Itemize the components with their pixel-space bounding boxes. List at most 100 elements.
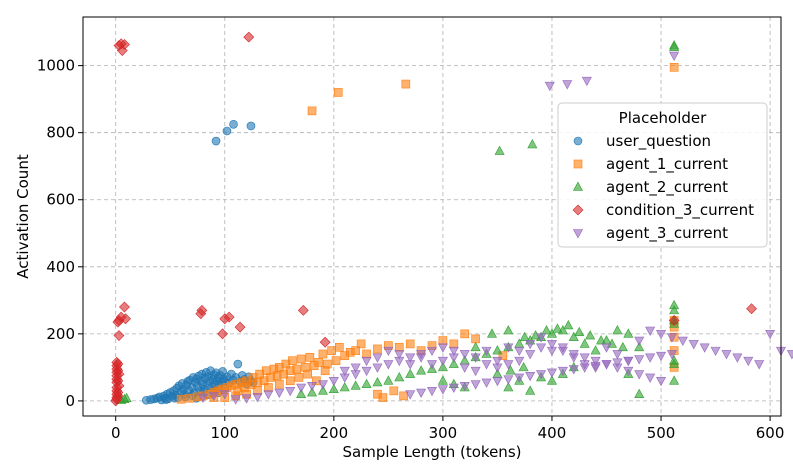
- data-point: [669, 51, 680, 61]
- data-point: [656, 351, 667, 362]
- data-point: [389, 386, 399, 396]
- data-point: [601, 360, 612, 370]
- series-user_question: [141, 119, 258, 405]
- data-point: [699, 343, 710, 353]
- data-point: [492, 363, 503, 373]
- data-point: [732, 353, 743, 363]
- x-tick-label: 400: [538, 424, 567, 442]
- data-point: [230, 395, 241, 405]
- data-point: [623, 328, 634, 338]
- data-point: [568, 365, 579, 375]
- data-point: [373, 344, 382, 354]
- data-point: [656, 376, 667, 387]
- data-point: [241, 394, 252, 404]
- data-point: [211, 136, 221, 146]
- data-point: [546, 340, 557, 350]
- data-point: [612, 325, 623, 335]
- data-point: [383, 360, 394, 370]
- data-point: [494, 145, 505, 155]
- data-point: [459, 382, 470, 392]
- data-point: [296, 354, 306, 364]
- data-point: [185, 393, 195, 403]
- data-point: [492, 376, 503, 387]
- data-point: [112, 390, 124, 402]
- data-point: [492, 345, 503, 355]
- data-point: [383, 346, 394, 357]
- x-tick-label: 100: [210, 424, 239, 442]
- data-point: [525, 385, 536, 395]
- data-point: [562, 80, 573, 90]
- y-tick-label: 400: [46, 258, 75, 276]
- legend-box: [557, 102, 768, 248]
- data-point: [285, 387, 296, 397]
- data-point: [176, 394, 186, 404]
- data-point: [372, 353, 383, 363]
- data-point: [669, 304, 680, 315]
- data-point: [121, 392, 132, 403]
- data-point: [361, 366, 372, 377]
- x-tick-label: 0: [111, 424, 121, 442]
- data-point: [721, 350, 732, 360]
- data-point: [113, 368, 125, 380]
- data-point: [307, 382, 318, 392]
- data-point: [401, 79, 411, 89]
- data-point: [765, 330, 776, 340]
- data-point: [383, 375, 394, 385]
- data-point: [318, 349, 328, 359]
- data-point: [536, 333, 547, 343]
- y-tick-label: 0: [65, 392, 75, 410]
- data-point: [405, 368, 416, 378]
- data-point: [438, 336, 448, 345]
- data-point: [669, 62, 679, 72]
- data-point: [503, 360, 514, 370]
- data-point: [263, 390, 274, 400]
- data-point: [319, 336, 331, 348]
- data-point: [525, 350, 536, 360]
- data-point: [449, 339, 459, 349]
- y-tick-label: 1000: [37, 57, 75, 75]
- data-point: [327, 346, 336, 355]
- data-point: [350, 363, 361, 373]
- data-point: [252, 393, 263, 403]
- data-point: [669, 299, 680, 310]
- data-point: [754, 360, 765, 370]
- data-point: [361, 356, 372, 367]
- data-point: [334, 342, 344, 352]
- data-point: [557, 366, 568, 377]
- data-point: [557, 346, 568, 357]
- data-point: [552, 323, 563, 333]
- data-point: [362, 349, 371, 359]
- data-point: [514, 346, 525, 357]
- data-point: [677, 336, 688, 346]
- data-point: [264, 383, 273, 392]
- data-point: [448, 383, 459, 393]
- legend-item: agent_1_current: [573, 155, 728, 174]
- data-point: [623, 356, 634, 367]
- data-point: [314, 358, 323, 367]
- legend-marker: [572, 204, 584, 216]
- data-point: [471, 334, 480, 344]
- data-point: [119, 301, 130, 313]
- data-point: [656, 330, 667, 340]
- data-point: [634, 370, 645, 380]
- data-point: [579, 338, 590, 348]
- x-tick-label: 200: [320, 424, 349, 442]
- x-axis-label: Sample Length (tokens): [343, 443, 522, 461]
- data-point: [518, 361, 529, 372]
- data-point: [645, 326, 656, 336]
- series-agent_2_current: [116, 40, 680, 405]
- data-point: [574, 326, 585, 336]
- data-point: [305, 353, 315, 362]
- data-point: [786, 350, 793, 360]
- data-point: [481, 360, 492, 370]
- data-point: [426, 387, 438, 397]
- data-point: [372, 363, 383, 373]
- data-point: [233, 359, 243, 369]
- data-point: [426, 346, 438, 357]
- data-point: [514, 356, 525, 367]
- legend-label: agent_3_current: [606, 224, 728, 243]
- data-point: [746, 303, 757, 315]
- data-point: [351, 346, 360, 355]
- data-point: [486, 328, 497, 338]
